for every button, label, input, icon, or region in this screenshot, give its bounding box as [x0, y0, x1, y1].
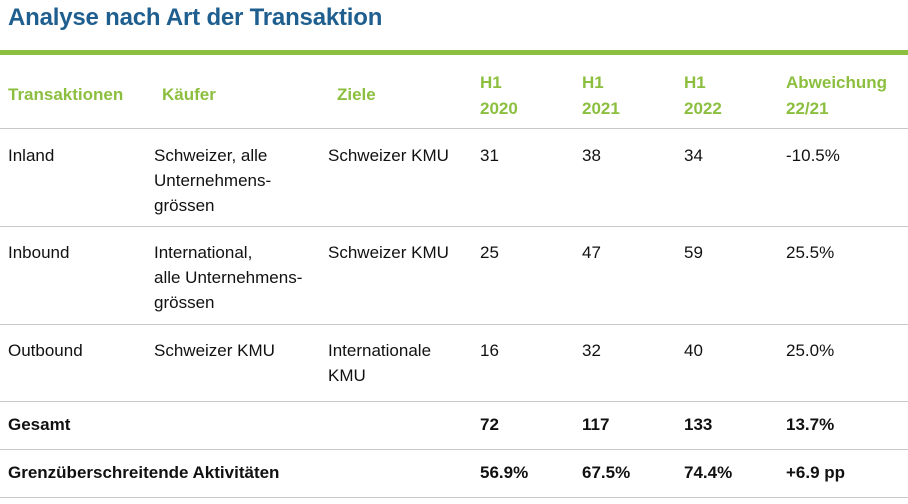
- crossborder-abweichung: +6.9 pp: [786, 463, 846, 482]
- row-separator: [0, 324, 908, 325]
- row-outbound-h1-2022: 40: [684, 341, 703, 360]
- row-inbound-kaeufer-line2: alle Unternehmens-: [154, 268, 303, 287]
- header-abweichung: Abweichung 22/21: [786, 70, 887, 122]
- header-h1-2021-line1: H1: [582, 73, 604, 92]
- row-inbound-kaeufer-line3: grössen: [154, 293, 215, 312]
- header-h1-2022-line2: 2022: [684, 99, 722, 118]
- total-h1-2020: 72: [480, 415, 499, 434]
- header-h1-2020: H1 2020: [480, 70, 518, 122]
- row-inland-h1-2021: 38: [582, 146, 601, 165]
- row-inland-ziele-line1: Schweizer KMU: [328, 146, 449, 165]
- crossborder-h1-2021: 67.5%: [582, 463, 631, 482]
- row-inbound-transaktion: Inbound: [8, 243, 70, 262]
- crossborder-label: Grenzüberschreitende Aktivitäten: [8, 463, 280, 482]
- row-inland-h1-2020: 31: [480, 146, 499, 165]
- header-h1-2021: H1 2021: [582, 70, 620, 122]
- header-ziele: Ziele: [337, 85, 376, 104]
- header-h1-2020-line2: 2020: [480, 99, 518, 118]
- header-h1-2021-line2: 2021: [582, 99, 620, 118]
- row-separator: [0, 497, 908, 498]
- row-outbound-h1-2021: 32: [582, 341, 601, 360]
- row-inbound-ziele: Schweizer KMU: [328, 240, 449, 265]
- page-title: Analyse nach Art der Transaktion: [8, 4, 383, 31]
- row-outbound-abweichung: 25.0%: [786, 341, 835, 360]
- title-underline: [0, 50, 908, 55]
- row-inbound-kaeufer: International, alle Unternehmens- grösse…: [154, 240, 302, 315]
- row-inbound-h1-2022: 59: [684, 243, 703, 262]
- row-separator: [0, 128, 908, 129]
- row-inland-transaktion: Inland: [8, 146, 55, 165]
- header-abweichung-line1: Abweichung: [786, 73, 888, 92]
- row-outbound-kaeufer: Schweizer KMU: [154, 338, 275, 363]
- header-h1-2020-line1: H1: [480, 73, 502, 92]
- row-separator: [0, 401, 908, 402]
- total-abweichung: 13.7%: [786, 415, 835, 434]
- crossborder-h1-2020: 56.9%: [480, 463, 529, 482]
- row-inland-kaeufer: Schweizer, alle Unternehmens- grössen: [154, 143, 271, 218]
- header-abweichung-line2: 22/21: [786, 99, 829, 118]
- row-inbound-ziele-line1: Schweizer KMU: [328, 243, 449, 262]
- row-inbound-abweichung: 25.5%: [786, 243, 835, 262]
- row-outbound-h1-2020: 16: [480, 341, 499, 360]
- row-separator: [0, 449, 908, 450]
- row-inland-kaeufer-line3: grössen: [154, 196, 215, 215]
- header-h1-2022: H1 2022: [684, 70, 722, 122]
- row-inland-kaeufer-line1: Schweizer, alle: [154, 146, 268, 165]
- row-outbound-ziele-line1: Internationale: [328, 341, 432, 360]
- row-outbound-ziele: Internationale KMU: [328, 338, 431, 388]
- row-separator: [0, 226, 908, 227]
- row-outbound-ziele-line2: KMU: [328, 366, 366, 385]
- header-transaktionen: Transaktionen: [8, 85, 124, 104]
- header-kaeufer: Käufer: [162, 85, 216, 104]
- total-h1-2021: 117: [582, 415, 610, 434]
- row-inland-ziele: Schweizer KMU: [328, 143, 449, 168]
- total-label: Gesamt: [8, 415, 71, 434]
- row-inbound-h1-2020: 25: [480, 243, 499, 262]
- total-h1-2022: 133: [684, 415, 713, 434]
- row-inland-kaeufer-line2: Unternehmens-: [154, 171, 272, 190]
- row-inbound-kaeufer-line1: International,: [154, 243, 253, 262]
- row-outbound-kaeufer-line1: Schweizer KMU: [154, 341, 275, 360]
- row-inland-h1-2022: 34: [684, 146, 703, 165]
- header-h1-2022-line1: H1: [684, 73, 706, 92]
- crossborder-h1-2022: 74.4%: [684, 463, 733, 482]
- row-inland-abweichung: -10.5%: [786, 146, 840, 165]
- row-outbound-transaktion: Outbound: [8, 341, 83, 360]
- row-inbound-h1-2021: 47: [582, 243, 601, 262]
